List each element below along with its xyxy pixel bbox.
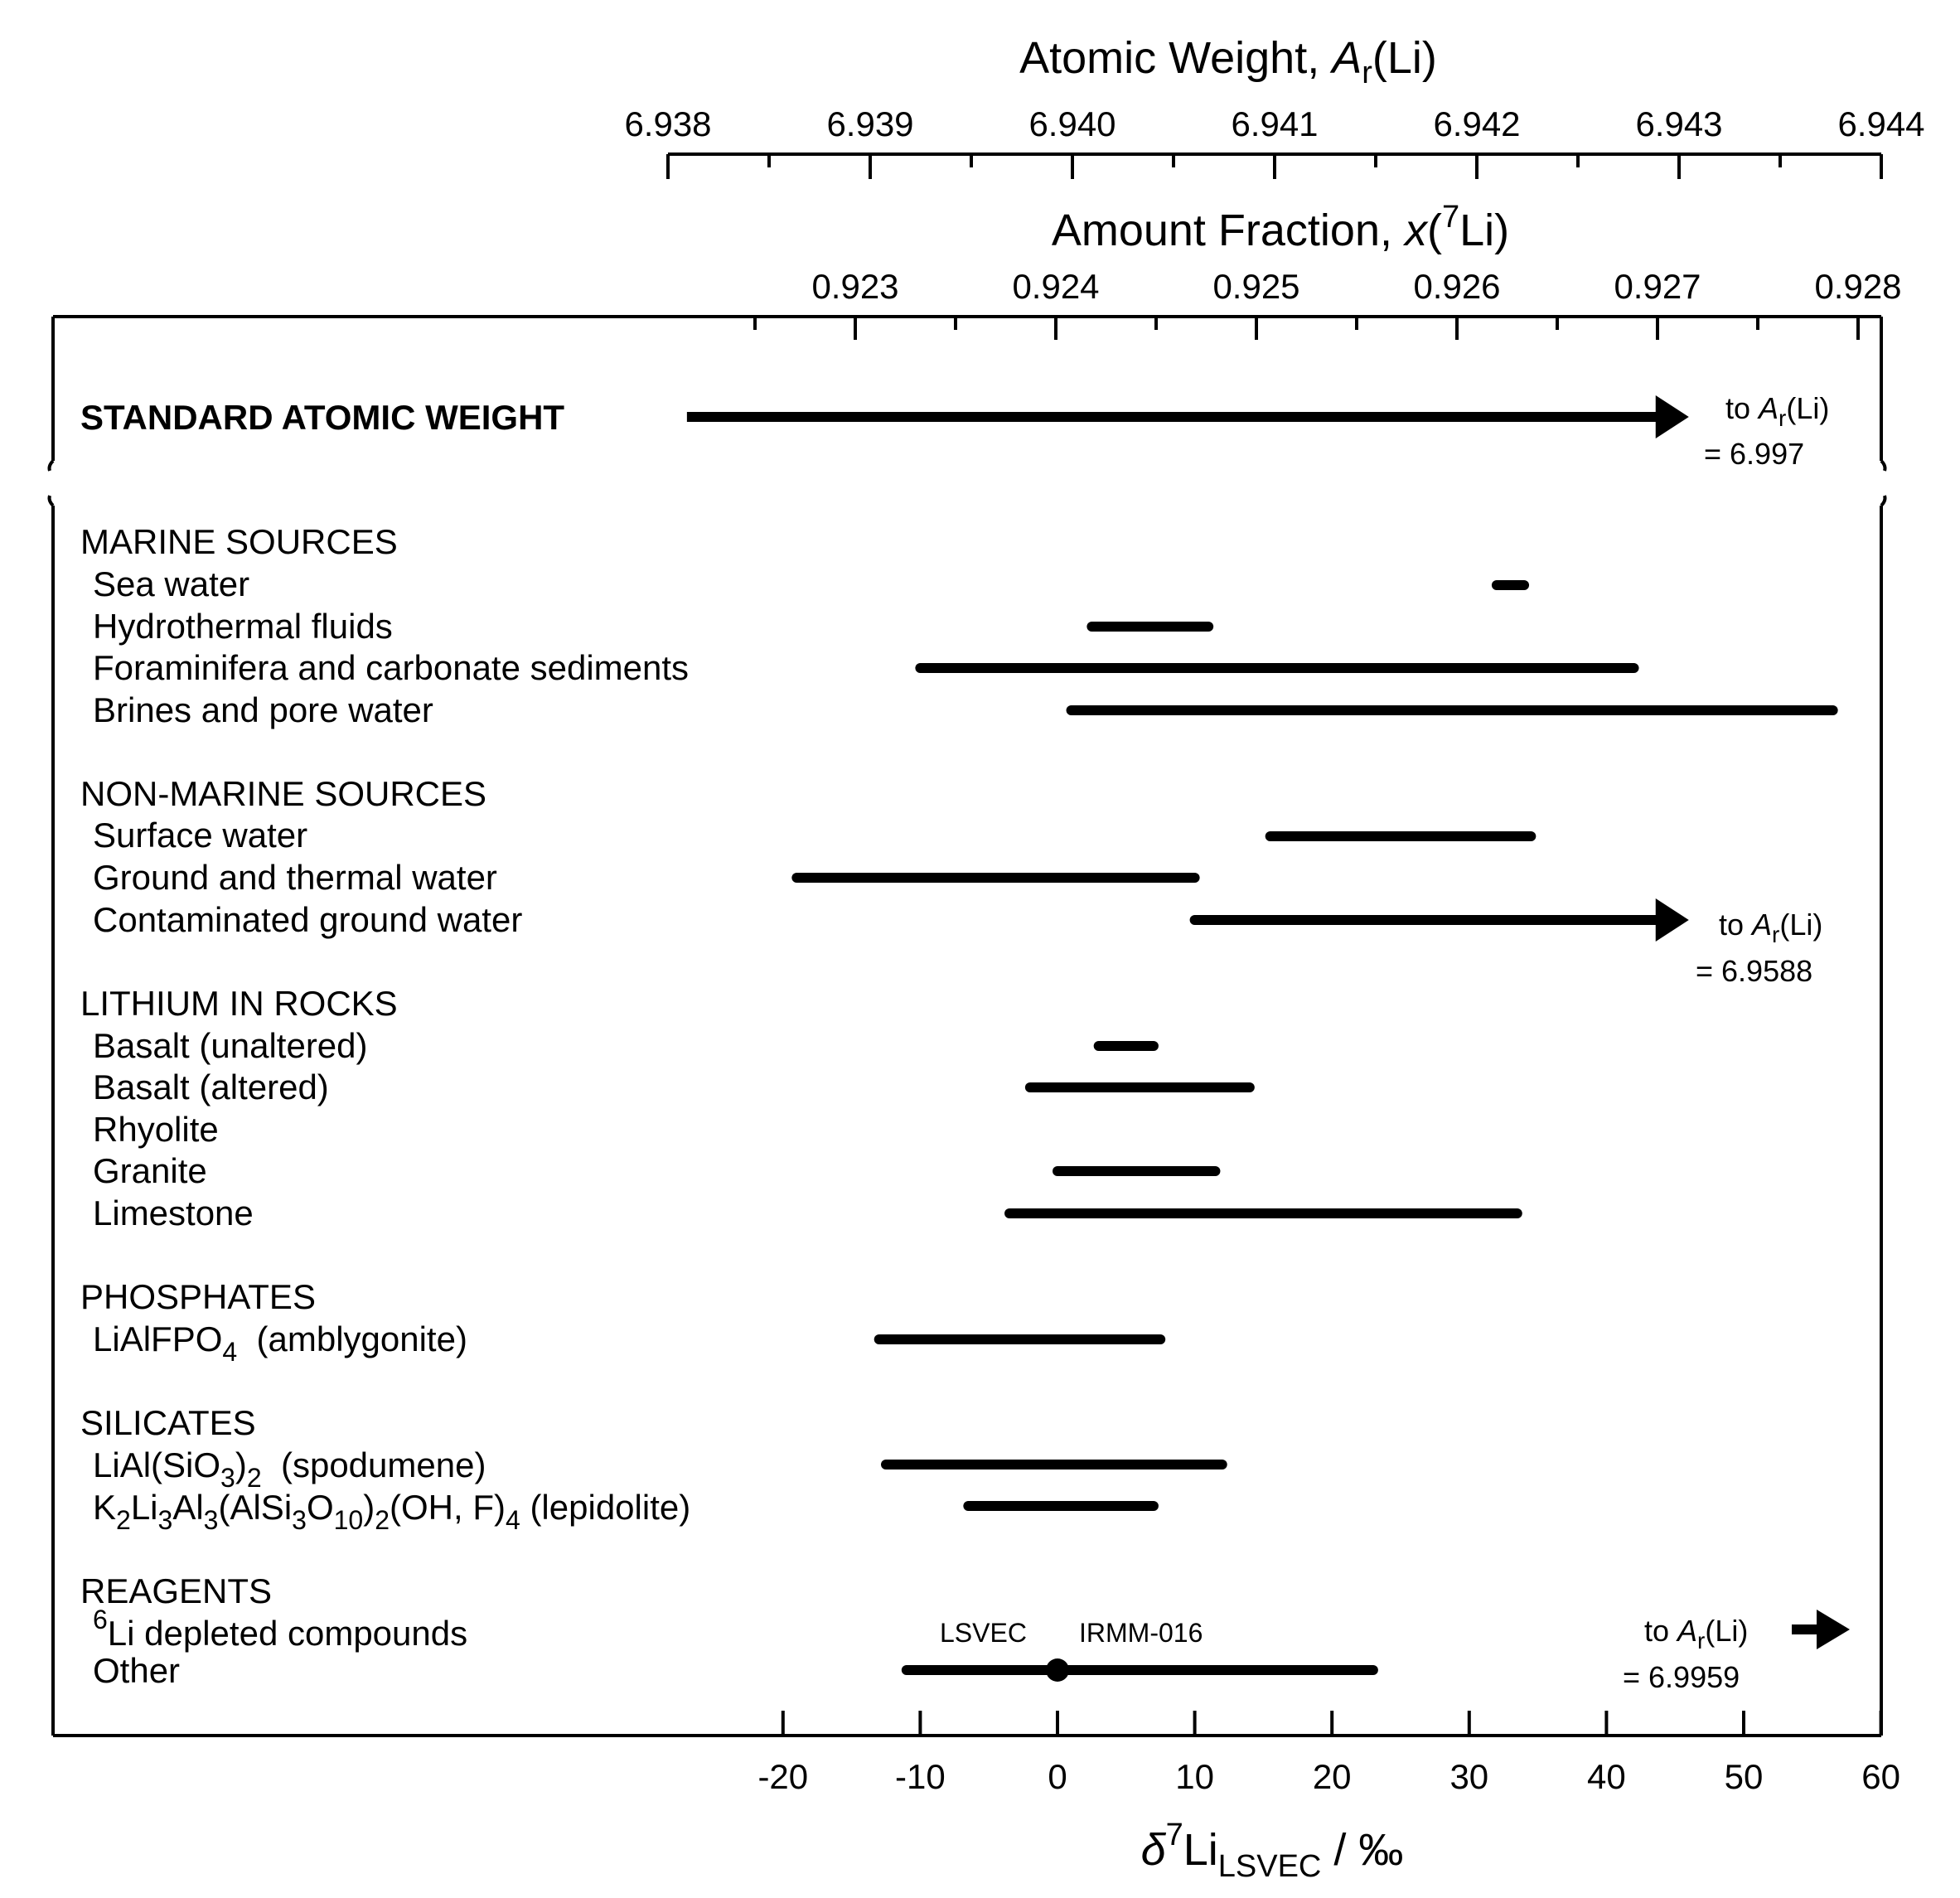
delta-tick-label: 40 [1587,1757,1626,1796]
reagents-arrow-head [1817,1610,1850,1649]
row-label-granite: Granite [93,1151,207,1190]
axis-break-left-1 [47,459,55,472]
atomic-weight-tick-label: 6.943 [1635,104,1722,143]
axis-break-right-2 [1880,495,1887,507]
lsvec-reference-dot [1046,1658,1069,1682]
delta-axis: -20 -10 0 10 20 30 40 50 60 δ7LiLSVEC / ‰ [757,1711,1900,1884]
atomic-weight-tick-label: 6.939 [826,104,913,143]
amount-fraction-tick-label: 0.925 [1212,267,1299,306]
standard-note-line2: = 6.997 [1704,437,1804,471]
delta-tick-label: 0 [1048,1757,1067,1796]
row-label-brines: Brines and pore water [93,690,433,729]
row-label-hydrothermal-fluids: Hydrothermal fluids [93,607,393,646]
row-label-amblygonite: LiAlFPO4 (amblygonite) [93,1319,467,1367]
delta-tick-label: -10 [895,1757,946,1796]
standard-atomic-weight: STANDARD ATOMIC WEIGHT to Ar(Li) = 6.997 [80,391,1829,471]
reagents-note-line2: = 6.9959 [1623,1660,1740,1694]
atomic-weight-axis: Atomic Weight, Ar(Li) 6.938 6.939 6.940 6.9… [624,33,1925,179]
axis-break-right-1 [1880,459,1887,472]
row-label-other: Other [93,1651,180,1690]
group-title-phosphates: PHOSPHATES [80,1277,316,1316]
reagents-note-line1: to Ar(Li) [1644,1614,1748,1653]
delta-tick-label: 60 [1861,1757,1900,1796]
group-title-rocks: LITHIUM IN ROCKS [80,984,398,1023]
group-title-marine: MARINE SOURCES [80,522,398,561]
range-arrow-head [1655,898,1689,942]
amount-fraction-tick-label: 0.924 [1012,267,1099,306]
row-label-foraminifera: Foraminifera and carbonate sediments [93,648,689,687]
row-label-ground-thermal: Ground and thermal water [93,858,497,897]
contaminated-note: to Ar(Li) = 6.9588 [1696,908,1822,988]
reference-point: LSVEC IRMM-016 [940,1618,1203,1682]
plot-frame [47,315,1887,1737]
standard-note-line1: to Ar(Li) [1725,391,1829,431]
amount-fraction-tick-label: 0.923 [811,267,898,306]
delta-tick-label: -20 [757,1757,808,1796]
row-label-spodumene: LiAl(SiO3)2 (spodumene) [93,1445,486,1493]
group-title-silicates: SILICATES [80,1403,256,1442]
delta-tick-label: 30 [1449,1757,1488,1796]
standard-atomic-weight-label: STANDARD ATOMIC WEIGHT [80,398,564,437]
atomic-weight-tick-label: 6.940 [1028,104,1116,143]
row-labels: MARINE SOURCES Sea water Hydrothermal fl… [80,522,690,1690]
group-title-non-marine: NON-MARINE SOURCES [80,774,486,813]
atomic-weight-tick-label: 6.944 [1837,104,1924,143]
row-label-li6-depleted: 6Li depleted compounds [93,1605,467,1653]
row-label-lepidolite: K2Li3Al3(AlSi3O10)2(OH, F)4 (lepidolite) [93,1488,690,1535]
row-label-basalt-unaltered: Basalt (unaltered) [93,1026,368,1065]
delta-tick-label: 10 [1175,1757,1214,1796]
amount-fraction-tick-label: 0.927 [1614,267,1701,306]
lsvec-label: LSVEC [940,1618,1027,1648]
row-label-contaminated: Contaminated ground water [93,900,522,939]
row-label-basalt-altered: Basalt (altered) [93,1068,329,1106]
reagents-note: to Ar(Li) = 6.9959 [1623,1610,1850,1694]
row-label-limestone: Limestone [93,1194,254,1232]
atomic-weight-tick-label: 6.942 [1433,104,1520,143]
atomic-weight-tick-label: 6.941 [1231,104,1318,143]
contaminated-note-line1: to Ar(Li) [1719,908,1822,947]
range-bars [791,580,1838,1675]
row-label-sea-water: Sea water [93,564,249,603]
group-title-reagents: REAGENTS [80,1571,272,1610]
axis-break-left-2 [47,495,55,507]
standard-atomic-weight-arrow [1655,395,1689,438]
delta-tick-label: 50 [1725,1757,1764,1796]
delta-tick-label: 20 [1313,1757,1352,1796]
contaminated-note-line2: = 6.9588 [1696,954,1812,988]
row-label-rhyolite: Rhyolite [93,1110,219,1149]
atomic-weight-axis-title: Atomic Weight, Ar(Li) [1019,33,1437,90]
amount-fraction-axis-title: Amount Fraction, x(7Li) [1052,200,1509,255]
delta-axis-title: δ7LiLSVEC / ‰ [1141,1818,1404,1884]
row-label-surface-water: Surface water [93,816,307,855]
amount-fraction-axis: Amount Fraction, x(7Li) 0.923 0.924 0.925 0… [753,200,1902,340]
irmm-016-label: IRMM-016 [1079,1618,1203,1648]
amount-fraction-tick-label: 0.928 [1814,267,1901,306]
atomic-weight-tick-label: 6.938 [624,104,711,143]
amount-fraction-tick-label: 0.926 [1413,267,1500,306]
